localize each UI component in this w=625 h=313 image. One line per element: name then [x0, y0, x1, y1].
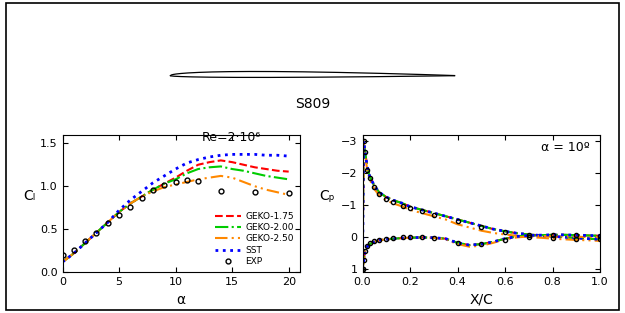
X-axis label: X/C: X/C	[469, 293, 493, 307]
Legend: GEKO-1.75, GEKO-2.00, GEKO-2.50, SST, EXP: GEKO-1.75, GEKO-2.00, GEKO-2.50, SST, EX…	[214, 210, 296, 268]
Text: α = 10º: α = 10º	[541, 141, 589, 155]
Text: S809: S809	[295, 97, 330, 111]
X-axis label: α: α	[177, 293, 186, 307]
Y-axis label: Cₗ: Cₗ	[23, 189, 35, 203]
Y-axis label: Cₚ: Cₚ	[319, 189, 335, 203]
Text: Re=2·10⁶: Re=2·10⁶	[202, 131, 261, 144]
